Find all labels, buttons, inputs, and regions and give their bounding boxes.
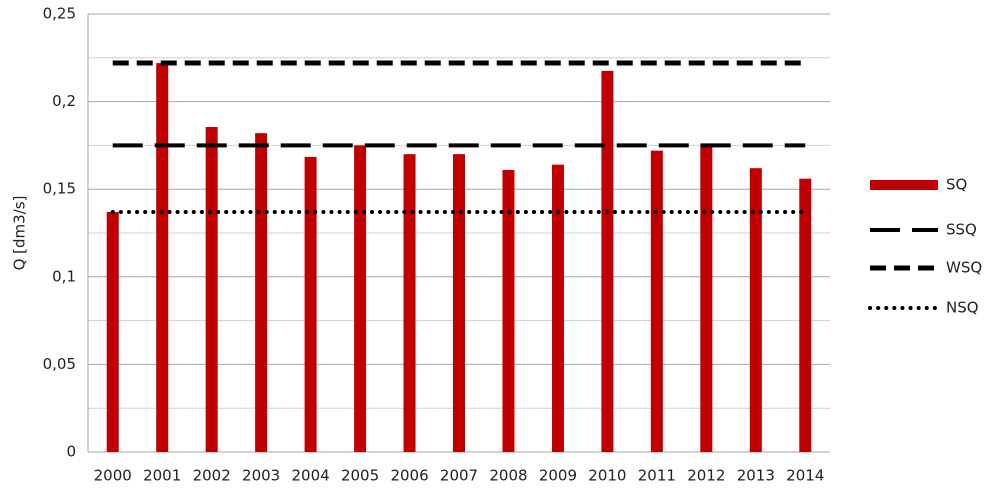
- x-tick-label: 2006: [390, 467, 428, 485]
- y-tick-label: 0,15: [43, 180, 76, 198]
- y-tick-label: 0,2: [52, 92, 76, 110]
- x-tick-label: 2007: [440, 467, 478, 485]
- x-tick-label: 2002: [193, 467, 231, 485]
- bar: [255, 133, 268, 453]
- bar: [205, 127, 218, 452]
- x-tick-label: 2012: [687, 467, 725, 485]
- bar: [700, 143, 713, 452]
- bar: [354, 145, 367, 452]
- x-tick-label: 2008: [489, 467, 527, 485]
- bar: [156, 63, 169, 452]
- bar: [453, 154, 465, 452]
- x-tick-label: 2001: [143, 467, 181, 485]
- bar: [551, 164, 564, 452]
- bar: [403, 154, 416, 452]
- x-tick-label: 2010: [588, 467, 626, 485]
- y-tick-label: 0: [66, 443, 76, 461]
- x-tick-label: 2011: [638, 467, 676, 485]
- x-tick-label: 2014: [786, 467, 824, 485]
- y-axis-label: Q [dm3/s]: [11, 196, 29, 271]
- bar: [601, 70, 614, 452]
- x-tick-label: 2003: [242, 467, 280, 485]
- y-tick-label: 0,1: [52, 267, 76, 285]
- x-tick-label: 2013: [737, 467, 775, 485]
- legend-label: NSQ: [946, 299, 979, 317]
- y-tick-label: 0,05: [43, 355, 76, 373]
- bar: [749, 168, 762, 452]
- bar: [106, 211, 119, 452]
- y-tick-label: 0,25: [43, 5, 76, 23]
- bar: [799, 178, 812, 453]
- bar: [304, 156, 317, 452]
- legend-label: WSQ: [946, 259, 982, 277]
- x-tick-label: 2004: [292, 467, 330, 485]
- legend-swatch: [870, 180, 938, 190]
- x-tick-label: 2000: [94, 467, 132, 485]
- x-tick-label: 2009: [539, 467, 577, 485]
- bar: [502, 169, 515, 453]
- bar: [650, 150, 663, 452]
- legend-label: SSQ: [946, 221, 977, 239]
- x-tick-label: 2005: [341, 467, 379, 485]
- legend-label: SQ: [946, 176, 967, 194]
